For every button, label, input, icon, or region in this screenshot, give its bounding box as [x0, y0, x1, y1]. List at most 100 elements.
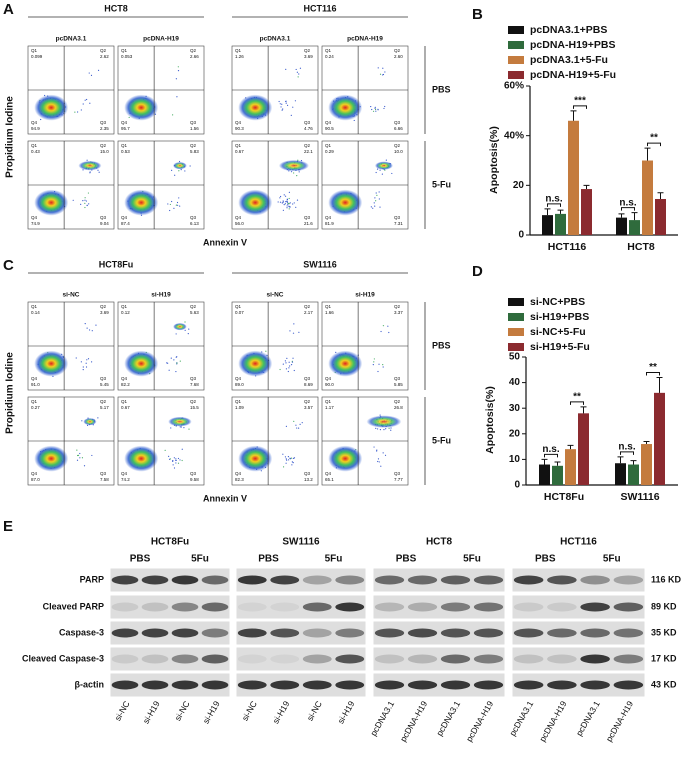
event-dot: [383, 429, 385, 431]
quadrant-value: 0.53: [121, 149, 130, 154]
quadrant-name: Q2: [394, 304, 401, 309]
event-dot: [178, 160, 181, 163]
event-dot: [286, 201, 288, 204]
quadrant-value: 7.68: [190, 382, 199, 387]
density-upper: [366, 415, 402, 428]
event-dot: [80, 361, 82, 363]
condition-label: 5Fu: [325, 554, 343, 565]
quadrant-name: Q4: [121, 471, 128, 476]
row-label: 5-Fu: [432, 435, 451, 445]
significance-bracket: [620, 451, 634, 455]
column-title: si-H19: [355, 292, 375, 299]
event-dot: [282, 200, 284, 202]
quadrant-name: Q1: [31, 304, 38, 309]
quadrant-value: 13.2: [304, 477, 313, 482]
blot-band: [613, 680, 644, 690]
event-dot: [128, 116, 130, 119]
event-dot: [172, 460, 174, 462]
event-dot: [372, 110, 375, 112]
legend-label: si-H19+PBS: [530, 311, 589, 323]
event-dot: [285, 368, 288, 370]
blot-band: [613, 628, 644, 638]
event-dot: [281, 202, 283, 204]
blot-band: [201, 680, 229, 690]
error-bar: [570, 110, 577, 121]
event-dot: [382, 366, 384, 368]
blot-band: [407, 680, 438, 690]
quadrant-value: 5.63: [190, 310, 199, 315]
blot-band: [513, 628, 544, 638]
quadrant-value: 81.9: [325, 221, 334, 226]
event-dot: [88, 72, 90, 74]
quadrant-name: Q4: [325, 120, 332, 125]
bar: [641, 444, 652, 485]
size-label: 116 KD: [651, 574, 682, 584]
event-dot: [277, 201, 279, 203]
event-dot: [282, 453, 284, 455]
event-dot: [391, 172, 393, 175]
quadrant-value: 0.67: [121, 405, 130, 410]
event-dot: [373, 446, 375, 448]
error-bar: [557, 209, 564, 214]
protein-label: β-actin: [75, 679, 105, 689]
blot-band: [335, 628, 365, 638]
y-axis-title: Propidium Iodine: [5, 352, 16, 434]
blot-band: [440, 680, 471, 690]
quadrant-name: Q1: [325, 48, 332, 53]
event-dot: [77, 454, 80, 456]
quadrant-name: Q3: [190, 471, 197, 476]
blot-band: [374, 654, 405, 664]
quadrant-name: Q2: [394, 143, 401, 148]
event-dot: [298, 73, 300, 75]
event-dot: [280, 195, 282, 198]
quadrant-name: Q1: [235, 143, 242, 148]
quadrant-value: 2.35: [100, 126, 109, 131]
blot-band: [473, 654, 504, 664]
lane-label: si-H19: [141, 699, 162, 726]
blot-band: [171, 654, 199, 664]
event-dot: [80, 109, 82, 111]
event-dot: [290, 457, 293, 459]
event-dot: [97, 169, 99, 171]
event-dot: [384, 454, 387, 456]
density-core: [328, 350, 363, 377]
event-dot: [289, 330, 291, 332]
event-dot: [292, 357, 294, 359]
blot-band: [302, 654, 332, 664]
event-dot: [291, 361, 294, 363]
event-dot: [298, 331, 300, 333]
density-core: [328, 189, 363, 216]
quadrant-value: 1.17: [325, 405, 334, 410]
event-dot: [296, 71, 298, 73]
density-core: [124, 445, 159, 472]
group-title: HCT116: [303, 3, 336, 13]
legend-swatch: [508, 56, 524, 64]
y-tick-label: 40%: [504, 130, 524, 141]
event-dot: [181, 459, 183, 462]
column-title: pcDNA3.1: [260, 36, 291, 43]
event-dot: [86, 359, 88, 361]
quadrant-value: 0.29: [325, 149, 334, 154]
event-dot: [298, 171, 300, 173]
quadrant-name: Q4: [235, 376, 242, 381]
error-bar: [544, 208, 551, 216]
event-dot: [80, 203, 82, 206]
event-dot: [290, 114, 292, 117]
significance-label: n.s.: [619, 197, 636, 208]
event-dot: [88, 329, 91, 331]
panel-label: C: [3, 257, 14, 274]
event-dot: [293, 172, 295, 174]
legend-swatch: [508, 313, 524, 321]
blot-band: [201, 654, 229, 664]
quadrant-name: Q3: [100, 376, 107, 381]
quadrant-value: 15.5: [190, 405, 199, 410]
event-dot: [84, 202, 86, 204]
event-dot: [379, 429, 382, 431]
quadrant-name: Q2: [394, 399, 401, 404]
density-upper: [374, 161, 393, 170]
event-dot: [184, 321, 186, 323]
event-dot: [384, 169, 386, 171]
event-dot: [374, 108, 377, 111]
quadrant-name: Q2: [190, 304, 197, 309]
event-dot: [81, 420, 83, 422]
